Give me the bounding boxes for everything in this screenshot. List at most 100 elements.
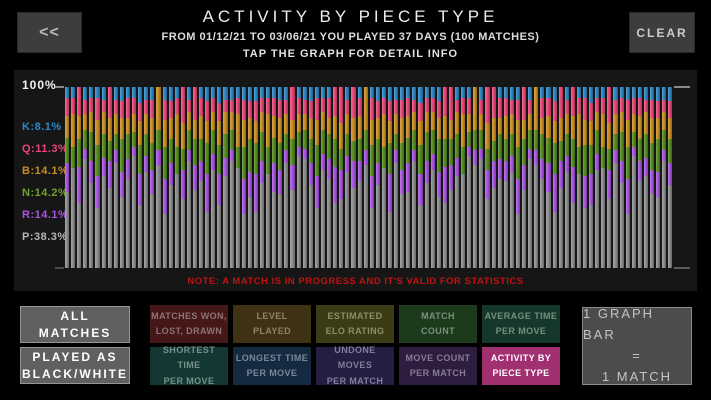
match-bar[interactable] bbox=[138, 87, 143, 268]
match-bar[interactable] bbox=[241, 87, 246, 268]
match-bar[interactable] bbox=[266, 87, 271, 268]
stat-button-average-time-per-move[interactable]: AVERAGE TIME PER MOVE bbox=[482, 305, 560, 343]
match-bar[interactable] bbox=[95, 87, 100, 268]
match-bar[interactable] bbox=[455, 87, 460, 268]
match-bar[interactable] bbox=[662, 87, 667, 268]
match-bar[interactable] bbox=[77, 87, 82, 268]
match-bar[interactable] bbox=[564, 87, 569, 268]
match-bar[interactable] bbox=[65, 87, 70, 268]
stat-button-level-played[interactable]: LEVEL PLAYED bbox=[233, 305, 311, 343]
match-bar[interactable] bbox=[296, 87, 301, 268]
match-bar[interactable] bbox=[552, 87, 557, 268]
match-bar[interactable] bbox=[522, 87, 527, 268]
match-bar[interactable] bbox=[308, 87, 313, 268]
match-bar[interactable] bbox=[125, 87, 131, 268]
stat-button-match-count[interactable]: MATCH COUNT bbox=[399, 305, 477, 343]
stat-button-activity-by-piece-type[interactable]: ACTIVITY BY PIECE TYPE bbox=[482, 347, 560, 385]
match-bar[interactable] bbox=[448, 87, 453, 268]
match-bar[interactable] bbox=[442, 87, 447, 268]
match-bar[interactable] bbox=[113, 87, 118, 268]
match-bar[interactable] bbox=[491, 87, 496, 268]
match-bar[interactable] bbox=[144, 87, 149, 268]
match-bar[interactable] bbox=[253, 87, 258, 268]
match-bar[interactable] bbox=[278, 87, 283, 268]
match-bar[interactable] bbox=[174, 87, 179, 268]
match-bar[interactable] bbox=[650, 87, 655, 268]
stacked-bar-chart[interactable] bbox=[65, 87, 673, 268]
match-bar[interactable] bbox=[186, 87, 191, 268]
match-bar[interactable] bbox=[540, 87, 545, 268]
match-bar[interactable] bbox=[589, 87, 594, 268]
match-bar[interactable] bbox=[503, 87, 508, 268]
match-bar[interactable] bbox=[339, 87, 344, 268]
back-button[interactable]: << bbox=[17, 12, 82, 53]
match-bar[interactable] bbox=[546, 87, 551, 268]
stat-button-longest-time-per-move[interactable]: LONGEST TIME PER MOVE bbox=[233, 347, 311, 385]
match-bar[interactable] bbox=[327, 87, 332, 268]
match-bar[interactable] bbox=[199, 87, 204, 268]
match-bar[interactable] bbox=[168, 87, 173, 268]
match-bar[interactable] bbox=[89, 87, 94, 268]
match-bar[interactable] bbox=[205, 87, 210, 268]
clear-button[interactable]: CLEAR bbox=[629, 12, 695, 53]
match-bar[interactable] bbox=[387, 87, 393, 268]
match-bar[interactable] bbox=[314, 87, 319, 268]
match-bar[interactable] bbox=[418, 87, 423, 268]
match-bar[interactable] bbox=[83, 87, 88, 268]
match-bar[interactable] bbox=[192, 87, 198, 268]
match-bar[interactable] bbox=[381, 87, 386, 268]
played-as-black-white-button[interactable]: PLAYED AS BLACK/WHITE bbox=[20, 347, 130, 384]
match-bar[interactable] bbox=[71, 87, 76, 268]
match-bar[interactable] bbox=[119, 87, 124, 268]
match-bar[interactable] bbox=[272, 87, 277, 268]
all-matches-button[interactable]: ALL MATCHES bbox=[20, 306, 130, 343]
match-bar[interactable] bbox=[211, 87, 216, 268]
match-bar[interactable] bbox=[515, 87, 521, 268]
match-bar[interactable] bbox=[363, 87, 368, 268]
match-bar[interactable] bbox=[107, 87, 112, 268]
match-bar[interactable] bbox=[473, 87, 478, 268]
stat-button-shortest-time-per-move[interactable]: SHORTEST TIME PER MOVE bbox=[150, 345, 228, 386]
match-bar[interactable] bbox=[619, 87, 624, 268]
match-bar[interactable] bbox=[235, 87, 240, 268]
match-bar[interactable] bbox=[229, 87, 234, 268]
match-bar[interactable] bbox=[132, 87, 137, 268]
match-bar[interactable] bbox=[357, 87, 362, 268]
match-bar[interactable] bbox=[302, 87, 307, 268]
match-bar[interactable] bbox=[582, 87, 588, 268]
match-bar[interactable] bbox=[643, 87, 648, 268]
match-bar[interactable] bbox=[497, 87, 502, 268]
match-bar[interactable] bbox=[375, 87, 380, 268]
match-bar[interactable] bbox=[162, 87, 167, 268]
match-bar[interactable] bbox=[150, 87, 155, 268]
match-bar[interactable] bbox=[601, 87, 606, 268]
match-bar[interactable] bbox=[369, 87, 374, 268]
match-bar[interactable] bbox=[576, 87, 581, 268]
stat-button-matches-won-lost-drawn[interactable]: MATCHES WON, LOST, DRAWN bbox=[150, 305, 228, 343]
match-bar[interactable] bbox=[637, 87, 642, 268]
match-bar[interactable] bbox=[217, 87, 222, 268]
match-bar[interactable] bbox=[412, 87, 417, 268]
match-bar[interactable] bbox=[247, 87, 252, 268]
match-bar[interactable] bbox=[260, 87, 265, 268]
match-bar[interactable] bbox=[528, 87, 533, 268]
stat-button-estimated-elo-rating[interactable]: ESTIMATED ELO RATING bbox=[316, 305, 394, 343]
match-bar[interactable] bbox=[558, 87, 563, 268]
match-bar[interactable] bbox=[345, 87, 350, 268]
match-bar[interactable] bbox=[509, 87, 514, 268]
match-bar[interactable] bbox=[625, 87, 630, 268]
match-bar[interactable] bbox=[400, 87, 405, 268]
match-bar[interactable] bbox=[570, 87, 575, 268]
match-bar[interactable] bbox=[424, 87, 429, 268]
match-bar[interactable] bbox=[351, 87, 356, 268]
match-bar[interactable] bbox=[613, 87, 618, 268]
match-bar[interactable] bbox=[595, 87, 600, 268]
match-bar[interactable] bbox=[320, 87, 326, 268]
stat-button-move-count-per-match[interactable]: MOVE COUNT PER MATCH bbox=[399, 347, 477, 385]
match-bar[interactable] bbox=[223, 87, 228, 268]
match-bar[interactable] bbox=[479, 87, 484, 268]
match-bar[interactable] bbox=[101, 87, 106, 268]
match-bar[interactable] bbox=[290, 87, 295, 268]
match-bar[interactable] bbox=[607, 87, 612, 268]
match-bar[interactable] bbox=[436, 87, 441, 268]
